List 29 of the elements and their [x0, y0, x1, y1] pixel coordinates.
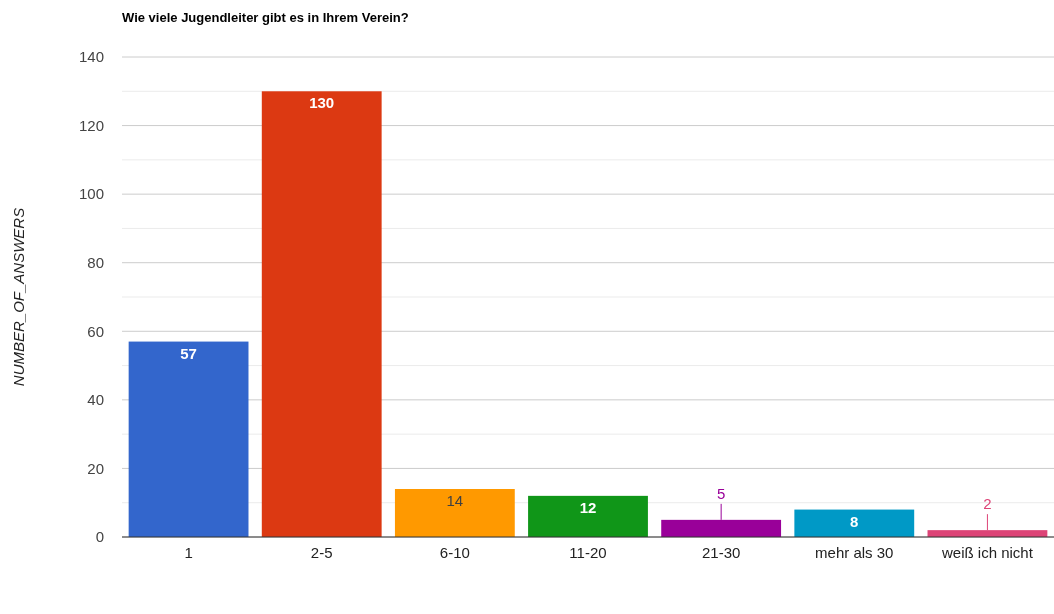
x-tick-label: 1	[184, 544, 193, 561]
bar	[394, 489, 515, 537]
x-tick-label: mehr als 30	[815, 544, 894, 561]
data-label: 5	[716, 484, 726, 502]
y-tick-label: 140	[78, 48, 104, 66]
y-tick-label: 80	[87, 253, 104, 271]
bar	[528, 495, 648, 537]
y-tick-label: 120	[78, 116, 104, 134]
y-tick-label: 40	[87, 391, 104, 409]
y-tick-label: 100	[78, 185, 104, 203]
y-tick-label: 20	[87, 459, 104, 477]
data-label: 2	[983, 495, 992, 513]
y-tick-label: 60	[87, 322, 104, 340]
data-label: 130	[309, 94, 335, 112]
x-tick-label: 11-20	[569, 544, 607, 561]
x-tick-label: 2-5	[310, 544, 333, 561]
bar	[794, 509, 915, 537]
data-label: 57	[180, 344, 197, 362]
data-label: 12	[579, 498, 597, 516]
y-tick-label: 0	[95, 528, 104, 546]
bar	[128, 341, 249, 537]
data-label: 8	[850, 512, 859, 530]
x-tick-label: 6-10	[439, 544, 470, 561]
chart-title: Wie viele Jugendleiter gibt es in Ihrem Verein?	[122, 10, 409, 25]
x-tick-label: 21-30	[701, 544, 741, 561]
x-tick-label: weiß ich nicht	[940, 544, 1034, 561]
y-axis-title: NUMBER_OF_ANSWERS	[10, 207, 27, 387]
bar	[261, 91, 382, 537]
data-label: 14	[446, 492, 464, 509]
